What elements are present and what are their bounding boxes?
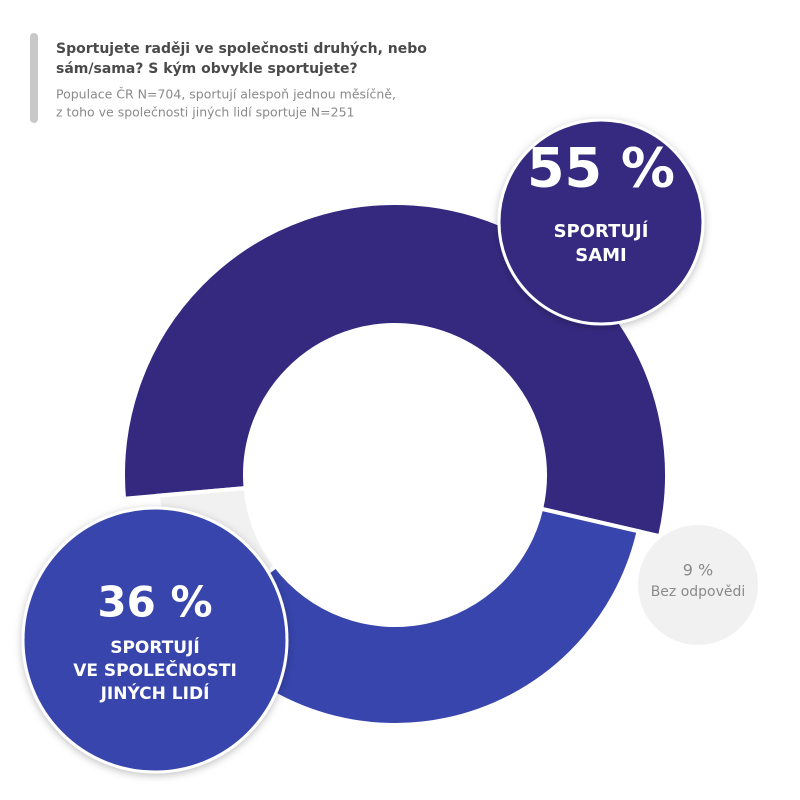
category-label: Bez odpovědi [651,584,746,600]
value-label: 55 % [527,137,675,200]
callout-bubble [638,525,758,645]
callout-bubble [21,506,289,774]
callout-bubble [497,118,705,326]
value-label: 36 % [97,578,212,627]
category-label: SPORTUJÍ [554,220,649,242]
chart-title: sám/sama? S kým obvykle sportujete? [56,61,358,77]
category-label: SAMI [575,245,627,266]
chart-subtitle: z toho ve společnosti jiných lidí sportu… [56,105,355,120]
title-accent [30,33,38,123]
chart-title: Sportujete raději ve společnosti druhých… [56,41,427,57]
category-label: JINÝCH LIDÍ [100,682,210,704]
category-label: SPORTUJÍ [110,636,200,658]
chart-subtitle: Populace ČR N=704, sportují alespoň jedn… [56,87,396,102]
category-label: VE SPOLEČNOSTI [73,659,237,681]
value-label: 9 % [683,561,713,580]
